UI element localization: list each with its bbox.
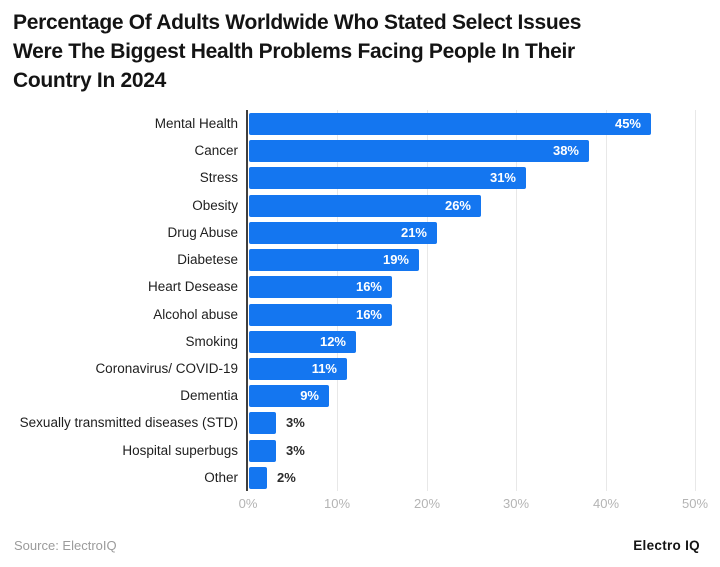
- x-axis-tick-label: 30%: [502, 496, 530, 511]
- value-label: 9%: [300, 388, 319, 403]
- bar: [249, 249, 419, 271]
- bar-row: Cancer 38%: [0, 139, 720, 166]
- bar: [249, 167, 526, 189]
- bar-row: Hospital superbugs 3%: [0, 439, 720, 466]
- value-label: 16%: [355, 279, 382, 294]
- category-label: Alcohol abuse: [153, 307, 238, 322]
- bar: [249, 412, 276, 434]
- y-axis-line: [246, 110, 248, 491]
- bar: [249, 467, 267, 489]
- bar: [249, 222, 437, 244]
- gridline-layer: [248, 110, 696, 491]
- bar-row: Drug Abuse 21%: [0, 221, 720, 248]
- category-label: Dementia: [180, 388, 238, 403]
- value-label: 16%: [355, 307, 382, 322]
- x-axis-tick-label: 10%: [323, 496, 351, 511]
- bar: [249, 140, 589, 162]
- category-label: Obesity: [192, 198, 238, 213]
- bar: [249, 440, 276, 462]
- x-axis-tick-label: 20%: [413, 496, 441, 511]
- source-credit: Source: ElectroIQ: [14, 538, 117, 553]
- bar: [249, 385, 329, 407]
- value-label: 2%: [277, 470, 296, 485]
- bar: [249, 276, 392, 298]
- bar-row: Other 2%: [0, 466, 720, 493]
- gridline: [606, 110, 607, 491]
- value-label: 26%: [444, 198, 471, 213]
- category-label: Mental Health: [154, 116, 238, 131]
- category-label: Stress: [199, 170, 238, 185]
- bar-row: Mental Health 45%: [0, 112, 720, 139]
- gridline: [695, 110, 696, 491]
- value-label: 19%: [382, 252, 409, 267]
- category-label: Sexually transmitted diseases (STD): [19, 415, 238, 430]
- bar: [249, 358, 347, 380]
- category-label: Coronavirus/ COVID-19: [95, 361, 238, 376]
- chart-title-line-1: Percentage Of Adults Worldwide Who State…: [13, 11, 582, 34]
- bar-row: Heart Desease 16%: [0, 275, 720, 302]
- value-label: 38%: [552, 143, 579, 158]
- category-label: Other: [204, 470, 238, 485]
- gridline: [516, 110, 517, 491]
- bar: [249, 331, 356, 353]
- gridline: [427, 110, 428, 491]
- chart-title: Percentage Of Adults Worldwide Who State…: [13, 8, 703, 95]
- value-label: 21%: [400, 225, 427, 240]
- gridline: [337, 110, 338, 491]
- value-label: 3%: [286, 443, 305, 458]
- value-label: 3%: [286, 415, 305, 430]
- category-label: Smoking: [185, 334, 238, 349]
- bar: [249, 304, 392, 326]
- value-label: 31%: [489, 170, 516, 185]
- x-axis-tick-label: 0%: [238, 496, 258, 511]
- category-label: Drug Abuse: [167, 225, 238, 240]
- bar-row: Stress 31%: [0, 166, 720, 193]
- bar: [249, 113, 651, 135]
- bar: [249, 195, 481, 217]
- bar-row: Dementia 9%: [0, 384, 720, 411]
- bar-row: Alcohol abuse 16%: [0, 303, 720, 330]
- value-label: 11%: [311, 361, 337, 376]
- chart-title-line-3: Country In 2024: [13, 69, 167, 92]
- bar-row: Diabetese 19%: [0, 248, 720, 275]
- bar-row: Obesity 26%: [0, 194, 720, 221]
- brand-logo-text: Electro IQ: [633, 538, 700, 553]
- bar-chart-plot-area: Mental Health 45% Cancer 38% Stress 31% Obesit…: [0, 110, 720, 494]
- category-label: Diabetese: [177, 252, 238, 267]
- bar-row: Sexually transmitted diseases (STD) 3%: [0, 411, 720, 438]
- x-axis: 0% 10% 20% 30% 40% 50%: [0, 494, 720, 514]
- value-label: 12%: [319, 334, 346, 349]
- x-axis-tick-label: 50%: [681, 496, 709, 511]
- x-axis-tick-label: 40%: [592, 496, 620, 511]
- category-label: Heart Desease: [147, 279, 238, 294]
- category-label: Cancer: [194, 143, 238, 158]
- bar-row: Smoking 12%: [0, 330, 720, 357]
- category-label: Hospital superbugs: [122, 443, 238, 458]
- chart-title-line-2: Were The Biggest Health Problems Facing …: [13, 40, 575, 63]
- bar-row: Coronavirus/ COVID-19 11%: [0, 357, 720, 384]
- value-label: 45%: [614, 116, 641, 131]
